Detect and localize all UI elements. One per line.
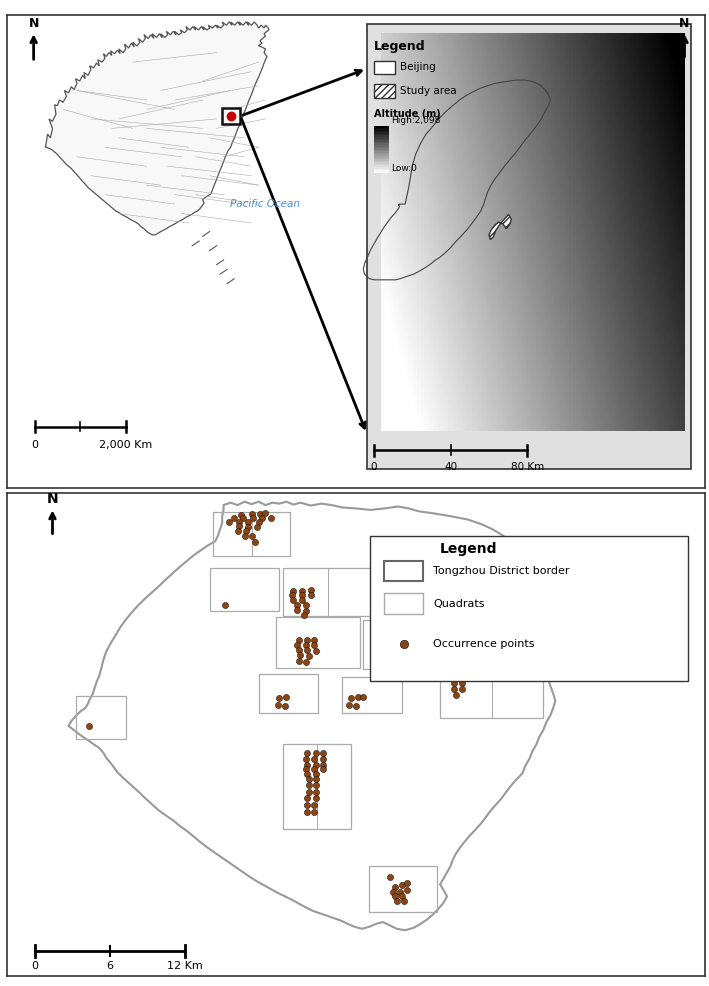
Bar	[210, 568, 279, 611]
Polygon shape	[489, 215, 511, 240]
Bar	[374, 148, 389, 150]
Bar	[374, 133, 389, 135]
Bar	[374, 138, 389, 140]
Text: Occurrence points: Occurrence points	[433, 639, 535, 649]
Bar	[367, 25, 691, 469]
Bar	[374, 159, 389, 161]
Bar	[283, 568, 374, 616]
Text: 2,000 Km: 2,000 Km	[99, 440, 152, 450]
Text: 40: 40	[444, 462, 457, 472]
Text: 0: 0	[371, 462, 377, 472]
Bar	[222, 108, 240, 123]
Bar	[374, 162, 389, 164]
Bar	[374, 172, 389, 174]
Bar	[213, 513, 290, 556]
Bar	[374, 167, 389, 169]
Bar	[374, 145, 389, 147]
Bar	[369, 867, 437, 912]
Bar	[374, 146, 389, 148]
Text: High:2,098: High:2,098	[391, 116, 440, 125]
Bar	[374, 151, 389, 153]
Bar	[374, 130, 389, 132]
Bar	[283, 744, 352, 829]
Polygon shape	[45, 22, 269, 235]
Text: N: N	[47, 492, 58, 506]
Bar	[374, 141, 389, 143]
Bar	[384, 559, 464, 614]
Polygon shape	[69, 502, 560, 930]
Bar	[76, 696, 125, 740]
Text: Legend: Legend	[374, 39, 425, 53]
Bar	[374, 165, 389, 167]
Text: N: N	[679, 17, 690, 30]
Text: N: N	[28, 17, 39, 30]
Bar	[384, 561, 423, 581]
Bar	[374, 161, 389, 163]
Bar	[374, 153, 389, 155]
Bar	[374, 156, 389, 158]
Bar	[374, 61, 395, 74]
Bar	[259, 674, 318, 713]
Text: Beijing: Beijing	[400, 62, 435, 72]
Bar	[384, 594, 423, 613]
Bar	[374, 140, 389, 142]
Text: Tongzhou District border: Tongzhou District border	[433, 566, 569, 576]
Bar	[374, 154, 389, 156]
Bar	[374, 170, 389, 172]
Bar	[374, 127, 389, 129]
Bar	[374, 132, 389, 134]
Bar	[342, 676, 402, 713]
Text: Legend: Legend	[440, 541, 498, 555]
Bar	[374, 149, 389, 151]
Text: Low:0: Low:0	[391, 165, 417, 174]
Bar	[440, 643, 543, 718]
Bar	[374, 169, 389, 171]
Bar	[374, 143, 389, 145]
Bar	[374, 157, 389, 159]
Text: Study area: Study area	[400, 86, 456, 96]
Bar	[374, 85, 395, 98]
Bar	[374, 137, 389, 139]
Text: Pacific Ocean: Pacific Ocean	[230, 199, 301, 209]
Bar	[374, 125, 389, 127]
Bar	[374, 135, 389, 137]
Bar	[374, 129, 389, 131]
Text: 80 Km: 80 Km	[510, 462, 544, 472]
Bar	[363, 620, 437, 669]
Text: 6: 6	[106, 961, 113, 971]
Text: 12 Km: 12 Km	[167, 961, 203, 971]
Text: 0: 0	[31, 961, 38, 971]
Text: Altitude (m): Altitude (m)	[374, 109, 440, 119]
Bar	[370, 536, 688, 681]
Bar	[276, 617, 359, 668]
Text: Quadrats: Quadrats	[433, 599, 484, 608]
Bar	[374, 164, 389, 166]
Text: 0: 0	[31, 440, 38, 450]
